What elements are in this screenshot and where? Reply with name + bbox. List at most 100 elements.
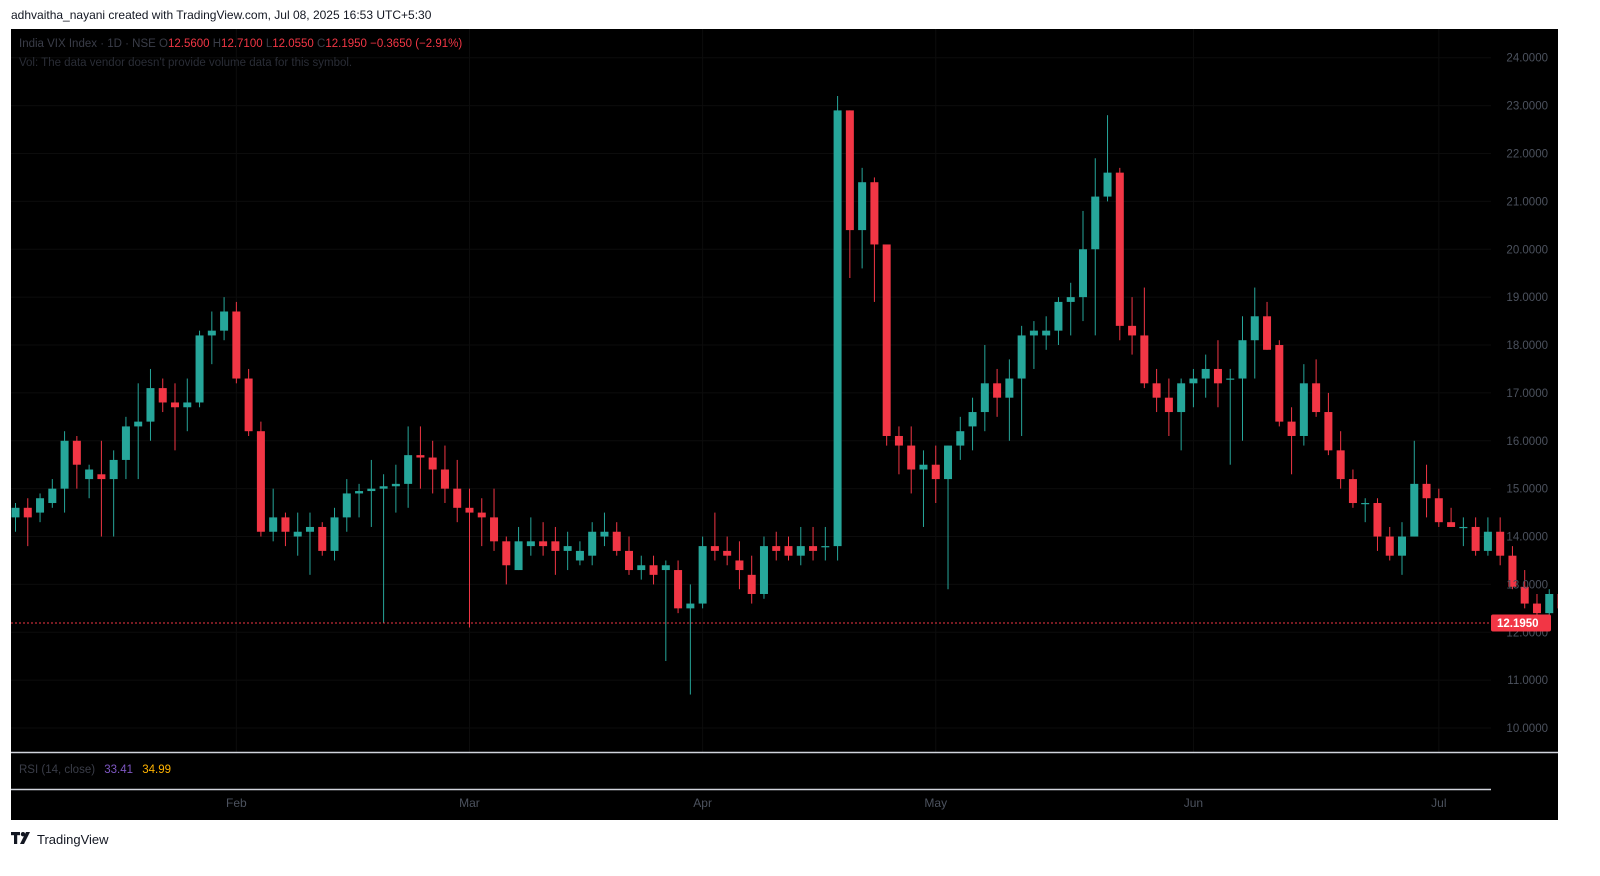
candle-up[interactable] bbox=[514, 526, 523, 571]
candle-down[interactable] bbox=[1520, 570, 1529, 609]
candle-up[interactable] bbox=[404, 426, 413, 508]
candle-down[interactable] bbox=[72, 435, 81, 489]
candle-down[interactable] bbox=[1115, 167, 1124, 341]
candle-down[interactable] bbox=[907, 426, 916, 494]
candle-up[interactable] bbox=[944, 445, 953, 590]
candle-up[interactable] bbox=[796, 526, 805, 566]
candle-up[interactable] bbox=[575, 541, 584, 566]
candle-up[interactable] bbox=[526, 517, 535, 556]
candle-up[interactable] bbox=[1226, 368, 1235, 465]
candle-up[interactable] bbox=[121, 416, 130, 480]
candle-down[interactable] bbox=[723, 536, 732, 566]
candle-down[interactable] bbox=[416, 426, 425, 489]
candle-down[interactable] bbox=[281, 512, 290, 547]
candle-down[interactable] bbox=[1348, 469, 1357, 508]
candle-down[interactable] bbox=[1128, 297, 1137, 355]
candle-down[interactable] bbox=[158, 378, 167, 413]
candle-up[interactable] bbox=[355, 483, 364, 518]
candle-up[interactable] bbox=[1483, 517, 1492, 556]
candle-down[interactable] bbox=[784, 536, 793, 561]
candle-up[interactable] bbox=[833, 96, 842, 561]
candle-up[interactable] bbox=[858, 167, 867, 269]
candle-down[interactable] bbox=[612, 522, 621, 556]
candle-up[interactable] bbox=[956, 416, 965, 460]
candle-down[interactable] bbox=[993, 368, 1002, 417]
candle-up[interactable] bbox=[600, 512, 609, 547]
candle-down[interactable] bbox=[1373, 498, 1382, 551]
footer-brand[interactable]: TradingView bbox=[37, 832, 109, 847]
candle-down[interactable] bbox=[710, 512, 719, 561]
candle-down[interactable] bbox=[1532, 593, 1541, 618]
candle-down[interactable] bbox=[171, 383, 180, 451]
candle-down[interactable] bbox=[735, 541, 744, 590]
candle-up[interactable] bbox=[1299, 364, 1308, 446]
candle-up[interactable] bbox=[183, 378, 192, 432]
candle-up[interactable] bbox=[330, 507, 339, 561]
time-axis[interactable]: Feb Mar Apr May Jun Jul bbox=[226, 796, 1446, 810]
candle-up[interactable] bbox=[11, 503, 20, 532]
candle-up[interactable] bbox=[1459, 517, 1468, 547]
candle-up[interactable] bbox=[367, 459, 376, 527]
candle-down[interactable] bbox=[625, 536, 633, 575]
candle-down[interactable] bbox=[845, 110, 854, 278]
candle-down[interactable] bbox=[1287, 407, 1296, 475]
tradingview-logo-icon[interactable] bbox=[11, 831, 33, 848]
candle-up[interactable] bbox=[1250, 287, 1259, 379]
candle-down[interactable] bbox=[477, 498, 486, 547]
candle-down[interactable] bbox=[1508, 546, 1517, 590]
candle-up[interactable] bbox=[698, 536, 707, 609]
candle-down[interactable] bbox=[318, 522, 327, 556]
candle-up[interactable] bbox=[980, 345, 989, 432]
candle-down[interactable] bbox=[882, 244, 891, 446]
candle-down[interactable] bbox=[1152, 368, 1161, 413]
candle-down[interactable] bbox=[870, 177, 879, 302]
candle-down[interactable] bbox=[539, 522, 548, 556]
candle-up[interactable] bbox=[293, 512, 302, 556]
candle-down[interactable] bbox=[1496, 517, 1505, 566]
candle-up[interactable] bbox=[85, 464, 94, 499]
candle-down[interactable] bbox=[1263, 301, 1272, 350]
candle-up[interactable] bbox=[1029, 321, 1038, 369]
candle-up[interactable] bbox=[1054, 297, 1063, 346]
candle-up[interactable] bbox=[1545, 589, 1554, 618]
candle-up[interactable] bbox=[1078, 210, 1087, 322]
candle-up[interactable] bbox=[1189, 368, 1198, 408]
candle-up[interactable] bbox=[563, 531, 572, 571]
candle-up[interactable] bbox=[207, 311, 216, 365]
candle-down[interactable] bbox=[1422, 464, 1431, 518]
symbol-title[interactable]: India VIX Index · 1D · NSE bbox=[19, 38, 156, 50]
candle-up[interactable] bbox=[1091, 158, 1100, 336]
candle-down[interactable] bbox=[1434, 488, 1443, 527]
candle-up[interactable] bbox=[269, 488, 278, 542]
candle-down[interactable] bbox=[1447, 507, 1456, 527]
candle-down[interactable] bbox=[747, 555, 756, 604]
candle-down[interactable] bbox=[1275, 340, 1284, 427]
candle-up[interactable] bbox=[661, 560, 670, 662]
candle-down[interactable] bbox=[232, 301, 241, 384]
candle-down[interactable] bbox=[772, 531, 781, 561]
candle-down[interactable] bbox=[1213, 340, 1222, 408]
candle-up[interactable] bbox=[1042, 316, 1051, 350]
candle-layer[interactable] bbox=[11, 96, 1559, 695]
candle-up[interactable] bbox=[1066, 282, 1075, 336]
candle-up[interactable] bbox=[1103, 115, 1112, 202]
candle-down[interactable] bbox=[809, 526, 818, 561]
candle-up[interactable] bbox=[821, 526, 830, 561]
candle-down[interactable] bbox=[465, 488, 474, 628]
candle-up[interactable] bbox=[1177, 378, 1186, 451]
candle-up[interactable] bbox=[588, 522, 597, 566]
candle-down[interactable] bbox=[244, 368, 253, 436]
chart-frame[interactable]: 10.0000 11.0000 12.0000 13.0000 14.0000 15.00… bbox=[11, 29, 1558, 820]
candle-up[interactable] bbox=[919, 450, 928, 527]
candle-up[interactable] bbox=[48, 479, 57, 508]
candle-up[interactable] bbox=[637, 555, 646, 580]
candle-up[interactable] bbox=[1005, 359, 1014, 441]
candle-up[interactable] bbox=[1361, 498, 1370, 523]
candle-down[interactable] bbox=[428, 440, 437, 494]
candle-up[interactable] bbox=[759, 536, 768, 599]
chart-svg[interactable]: 10.000011.000012.000013.000014.000015.00… bbox=[11, 29, 1558, 820]
candle-down[interactable] bbox=[256, 421, 265, 537]
candle-down[interactable] bbox=[97, 440, 106, 537]
candle-down[interactable] bbox=[1324, 392, 1333, 456]
candle-up[interactable] bbox=[109, 450, 118, 537]
